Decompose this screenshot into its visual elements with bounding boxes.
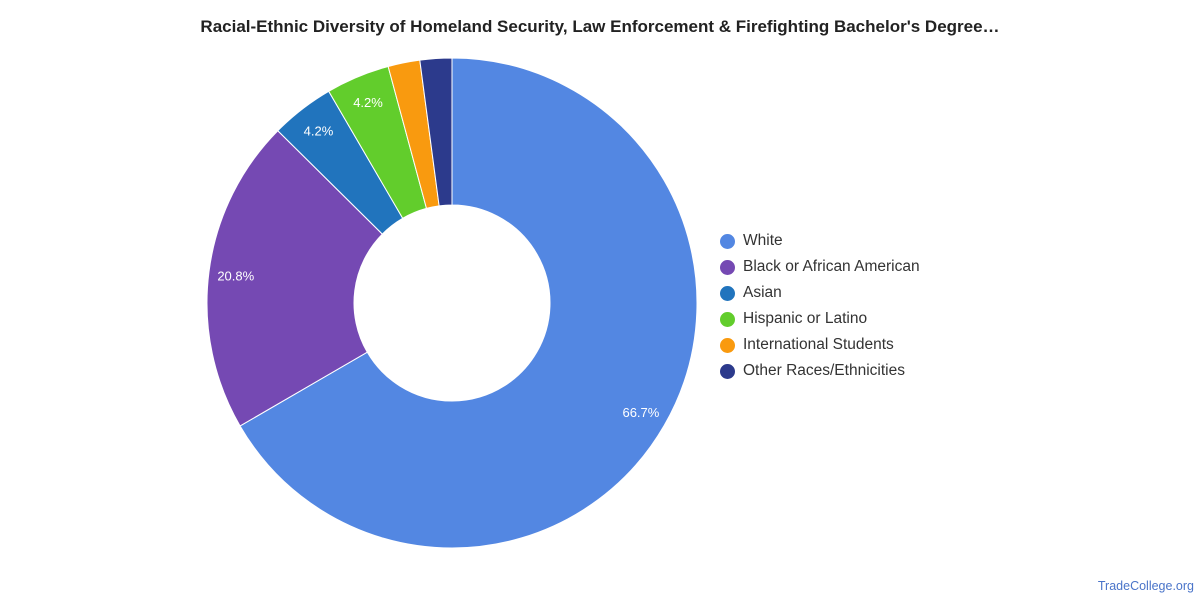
donut-data-labels: 66.7% 20.8% 4.2% 4.2% [217,95,659,420]
legend-item-international-students[interactable]: International Students [720,332,1020,358]
chart-legend: White Black or African American Asian Hispa… [720,228,1020,384]
slice-white[interactable] [239,57,698,549]
slice-black-or-african-american[interactable] [206,130,384,427]
data-label-white: 66.7% [622,405,659,420]
legend-label: Hispanic or Latino [743,310,868,327]
legend-item-other-races-ethnicities[interactable]: Other Races/Ethnicities [720,358,1020,384]
data-label-black-or-african-american: 20.8% [217,268,254,283]
legend-item-asian[interactable]: Asian [720,280,1020,306]
legend-swatch-icon [720,233,735,249]
legend-swatch-icon [720,337,735,353]
source-watermark[interactable]: TradeCollege.org [1097,579,1194,593]
data-label-asian: 4.2% [304,124,334,139]
legend-swatch-icon [720,363,735,379]
legend-item-black-or-african-american[interactable]: Black or African American [720,254,1020,280]
legend-label: Black or African American [743,258,920,275]
data-label-hispanic-or-latino: 4.2% [353,95,383,110]
legend-swatch-icon [720,285,735,301]
slice-other-races-ethnicities[interactable] [419,57,453,207]
donut-slices [206,57,698,549]
legend-item-hispanic-or-latino[interactable]: Hispanic or Latino [720,306,1020,332]
legend-item-white[interactable]: White [720,228,1020,254]
legend-label: Asian [743,284,782,301]
legend-label: International Students [743,336,894,353]
legend-swatch-icon [720,259,735,275]
chart-title: Racial-Ethnic Diversity of Homeland Secu… [200,17,1000,36]
legend-label: White [743,232,783,249]
legend-label: Other Races/Ethnicities [743,362,905,379]
legend-swatch-icon [720,311,735,327]
